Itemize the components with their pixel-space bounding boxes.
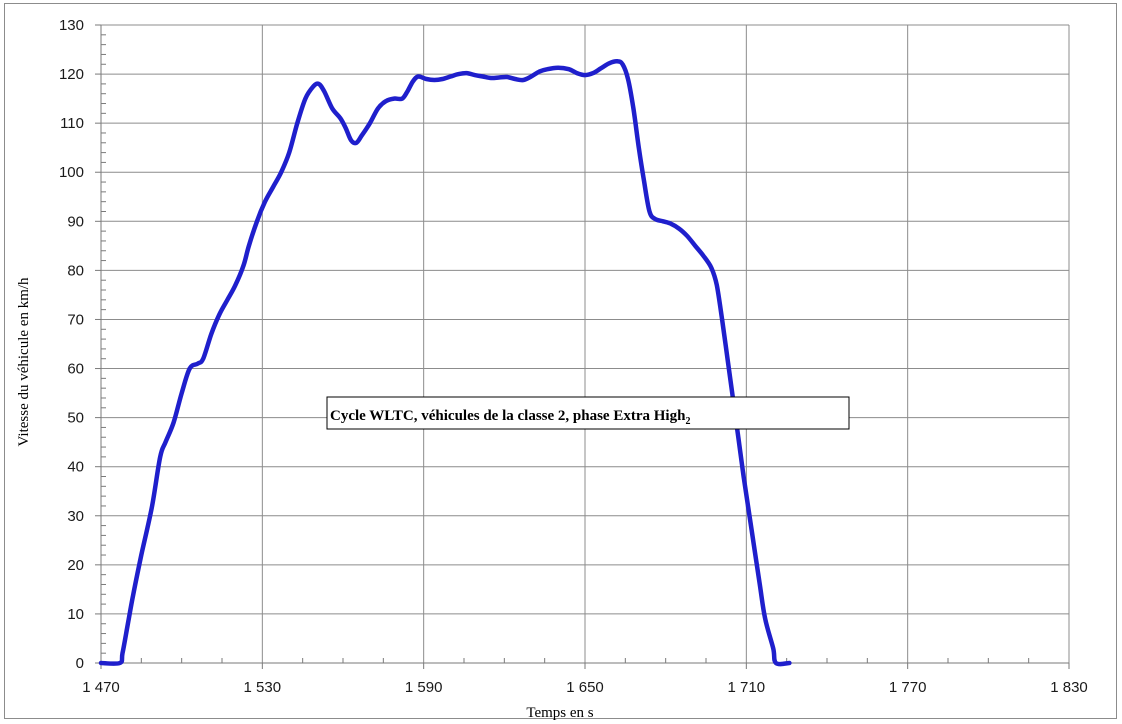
annotation-main: Cycle WLTC, véhicules de la classe 2, ph… xyxy=(330,408,686,424)
x-axis-title: Temps en s xyxy=(526,705,593,720)
annotation-box xyxy=(326,396,850,430)
y-tick-label: 0 xyxy=(76,655,84,672)
x-tick-label: 1 710 xyxy=(728,679,766,696)
x-tick-label: 1 770 xyxy=(889,679,927,696)
y-tick-label: 30 xyxy=(67,508,84,525)
y-tick-label: 40 xyxy=(67,459,84,476)
line-chart: 0 10 20 30 40 50 60 70 80 90 100 110 120 130 1 470 1 53… xyxy=(16,17,1088,720)
annotation-subscript: 2 xyxy=(685,416,690,427)
annotation: Cycle WLTC, véhicules de la classe 2, ph… xyxy=(326,396,850,430)
x-tick-label: 1 470 xyxy=(82,679,120,696)
y-tick-label: 130 xyxy=(59,17,84,34)
y-tick-label: 50 xyxy=(67,410,84,427)
y-tick-label: 110 xyxy=(60,115,84,132)
y-tick-label: 60 xyxy=(67,361,84,378)
x-tick-label: 1 530 xyxy=(244,679,282,696)
axes: 0 10 20 30 40 50 60 70 80 90 100 110 120 130 1 470 1 53… xyxy=(59,17,1088,696)
x-tick-label: 1 830 xyxy=(1050,679,1088,696)
y-tick-label: 10 xyxy=(67,606,84,623)
y-tick-label: 100 xyxy=(59,164,84,181)
y-tick-label: 120 xyxy=(59,66,84,83)
y-tick-label: 80 xyxy=(67,262,84,279)
chart-frame: 0 10 20 30 40 50 60 70 80 90 100 110 120 130 1 470 1 53… xyxy=(4,3,1117,720)
y-axis-title: Vitesse du véhicule en km/h xyxy=(16,277,32,447)
x-tick-label: 1 590 xyxy=(405,679,443,696)
annotation-text: Cycle WLTC, véhicules de la classe 2, ph… xyxy=(330,408,690,427)
y-tick-label: 70 xyxy=(67,311,84,328)
speed-series-line xyxy=(98,59,792,667)
y-tick-label: 20 xyxy=(67,557,84,574)
series-layer xyxy=(98,59,792,667)
y-tick-label: 90 xyxy=(67,213,84,230)
grid xyxy=(101,24,1070,663)
x-tick-label: 1 650 xyxy=(566,679,604,696)
